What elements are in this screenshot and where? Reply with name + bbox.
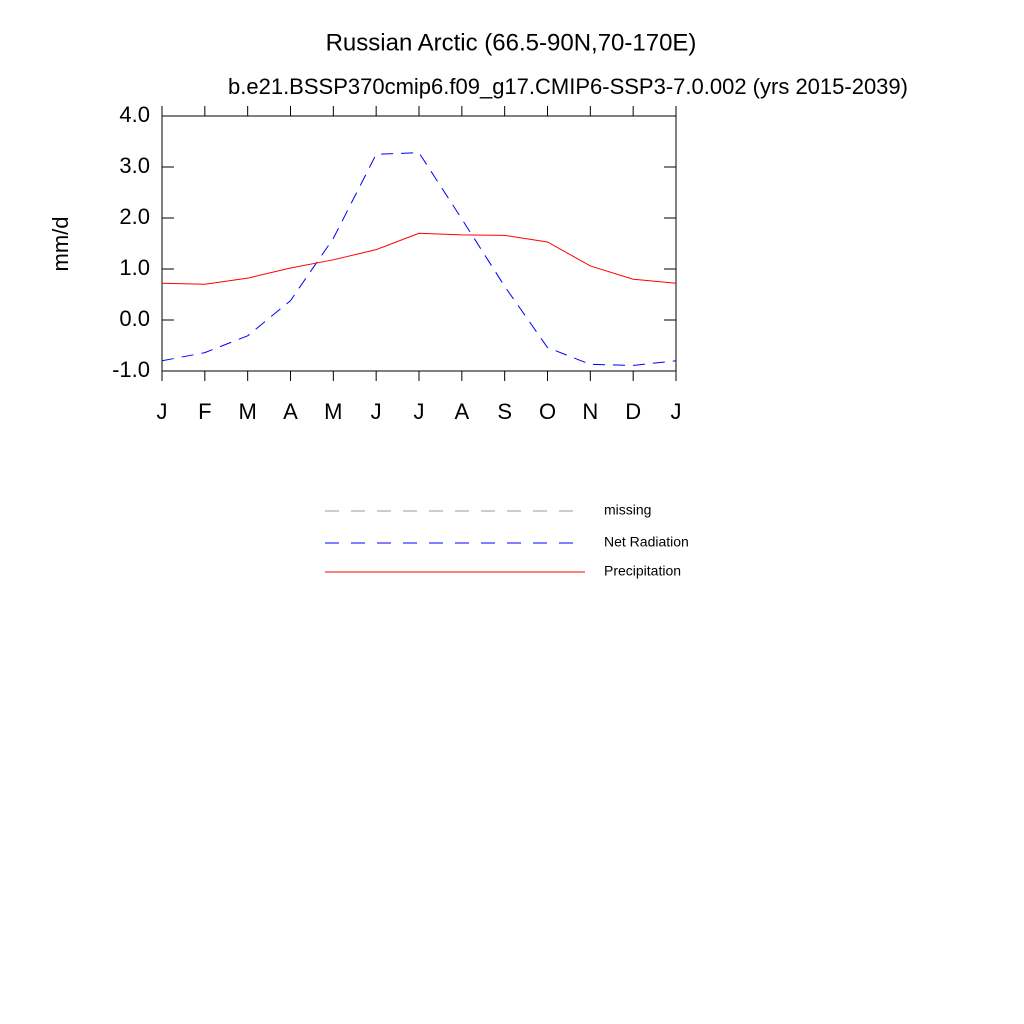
- x-tick-label: J: [671, 399, 682, 424]
- x-tick-label: M: [324, 399, 342, 424]
- y-tick-label: 2.0: [119, 204, 150, 229]
- legend-label: Net Radiation: [604, 534, 689, 550]
- x-tick-label: J: [414, 399, 425, 424]
- y-tick-label: 1.0: [119, 255, 150, 280]
- chart-subtitle: b.e21.BSSP370cmip6.f09_g17.CMIP6-SSP3-7.…: [228, 74, 908, 99]
- y-axis-label: mm/d: [48, 217, 73, 272]
- x-tick-label: N: [582, 399, 598, 424]
- data-line: [161, 152, 677, 366]
- x-tick-label: M: [239, 399, 257, 424]
- legend-label: missing: [604, 502, 651, 518]
- x-tick-label: A: [283, 399, 298, 424]
- y-tick-label: 0.0: [119, 306, 150, 331]
- y-tick-label: 3.0: [119, 153, 150, 178]
- legend-label: Precipitation: [604, 563, 681, 579]
- x-tick-label: J: [157, 399, 168, 424]
- x-tick-label: J: [371, 399, 382, 424]
- x-tick-label: F: [198, 399, 211, 424]
- x-tick-label: S: [497, 399, 512, 424]
- y-tick-label: 4.0: [119, 102, 150, 127]
- plot-frame: [161, 115, 677, 372]
- chart-title: Russian Arctic (66.5-90N,70-170E): [326, 29, 697, 56]
- y-tick-label: -1.0: [112, 357, 150, 382]
- x-tick-label: O: [539, 399, 556, 424]
- x-tick-label: D: [625, 399, 641, 424]
- x-tick-label: A: [454, 399, 469, 424]
- data-line: [161, 232, 677, 285]
